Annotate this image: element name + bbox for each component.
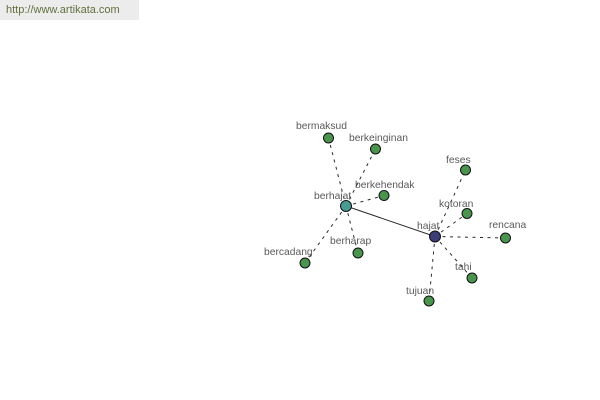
svg-text:rencana: rencana bbox=[489, 220, 526, 231]
svg-text:hajat: hajat bbox=[417, 221, 439, 232]
svg-text:tujuan: tujuan bbox=[406, 286, 434, 297]
svg-text:berharap: berharap bbox=[330, 236, 371, 247]
svg-text:bercadang: bercadang bbox=[264, 247, 313, 258]
svg-text:berhajat: berhajat bbox=[314, 191, 351, 202]
svg-text:berkeinginan: berkeinginan bbox=[349, 133, 408, 144]
svg-text:berkehendak: berkehendak bbox=[355, 180, 415, 191]
svg-text:bermaksud: bermaksud bbox=[296, 121, 347, 132]
svg-text:feses: feses bbox=[446, 155, 471, 166]
svg-text:kotoran: kotoran bbox=[439, 199, 474, 210]
svg-text:tahi: tahi bbox=[455, 262, 472, 273]
